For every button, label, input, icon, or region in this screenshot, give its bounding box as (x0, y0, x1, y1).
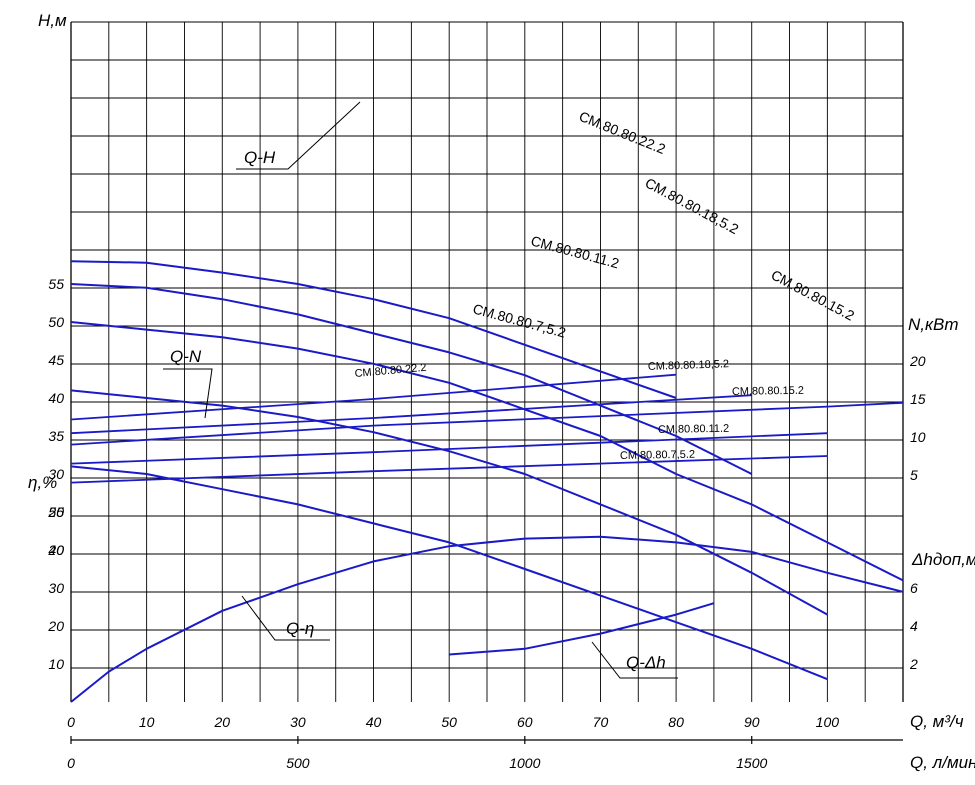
head-tick-label: 20 (47, 542, 64, 558)
qdh-label: Q-Δh (626, 653, 666, 672)
head-tick-label: 35 (48, 428, 64, 444)
efficiency-tick-label: 30 (48, 580, 64, 596)
head-tick-label: 25 (47, 504, 64, 520)
power-tick-label: 15 (910, 391, 926, 407)
npsh-tick-label: 6 (910, 580, 918, 596)
head-curve (70, 283, 753, 475)
x2-tick-label: 0 (67, 755, 75, 771)
head-tick-label: 55 (48, 276, 64, 292)
head-curve-label: СМ.80.80.22.2 (577, 108, 668, 157)
curves (70, 260, 904, 703)
head-curve-label: СМ.80.80.18,5.2 (643, 175, 742, 238)
head-tick-label: 30 (48, 466, 64, 482)
head-curve (70, 465, 828, 681)
x-tick-label: 20 (213, 714, 230, 730)
x-tick-label: 100 (816, 714, 840, 730)
head-curve-label: СМ.80.80.11.2 (529, 232, 621, 271)
x-tick-label: 80 (668, 714, 684, 730)
x2-axis-label: Q, л/мин (910, 753, 975, 772)
power-line-label: СМ.80.80.11.2 (658, 423, 729, 436)
head-curve (70, 389, 828, 616)
x-tick-label: 60 (517, 714, 533, 730)
efficiency-tick-label: 40 (48, 542, 64, 558)
npsh-tick-label: 2 (909, 656, 918, 672)
power-line (70, 401, 904, 446)
head-tick-label: 45 (48, 352, 64, 368)
efficiency-tick-label: 50 (48, 504, 64, 520)
head-tick-label: 40 (48, 390, 64, 406)
qeta-label-leader (241, 595, 330, 641)
power-line-label: СМ.80.80.15.2 (732, 385, 804, 398)
npsh-curve (449, 602, 715, 656)
qh-label: Q-H (244, 148, 276, 167)
efficiency-tick-label: 20 (47, 618, 64, 634)
x-axis-label: Q, м³/ч (910, 712, 964, 731)
power-line (70, 394, 752, 435)
head-curve (70, 321, 904, 582)
qn-label: Q-N (170, 347, 202, 366)
x2-tick-label: 1500 (736, 755, 767, 771)
head-curve (70, 260, 677, 399)
head-axis-label: H,м (38, 11, 67, 30)
x-tick-label: 0 (67, 714, 75, 730)
head-tick-label: 50 (48, 314, 64, 330)
x2-tick-label: 500 (286, 755, 310, 771)
efficiency-tick-label: 10 (48, 656, 64, 672)
efficiency-axis-label: η,% (28, 473, 57, 492)
efficiency-curve (70, 535, 904, 703)
head-curve-label: СМ.80.80.15.2 (769, 267, 858, 324)
power-axis-label: N,кВт (908, 315, 959, 334)
npsh-axis-label: Δhдоп,м (911, 550, 975, 569)
x-tick-label: 70 (593, 714, 609, 730)
x2-tick-label: 1000 (509, 755, 540, 771)
x-tick-label: 90 (744, 714, 760, 730)
npsh-tick-label: 4 (910, 618, 918, 634)
qh-label-leader (236, 101, 361, 170)
x-tick-label: 40 (366, 714, 382, 730)
power-tick-label: 10 (910, 429, 926, 445)
power-line (70, 432, 828, 465)
power-tick-label: 20 (909, 353, 926, 369)
qn-label-leader (163, 368, 213, 419)
head-curve-label: СМ.80.80.7,5.2 (471, 300, 568, 340)
x-tick-label: 30 (290, 714, 306, 730)
power-line-label: СМ.80.80.22.2 (354, 362, 427, 380)
power-tick-label: 5 (910, 467, 918, 483)
x-tick-label: 10 (139, 714, 155, 730)
qeta-label: Q-η (286, 619, 314, 638)
x-tick-label: 50 (441, 714, 457, 730)
labels: 0 10 20 30 40 50 60 70 80 90 100 Q, м³/ч 0 500 1000 150… (28, 11, 975, 772)
power-line (70, 455, 828, 484)
power-line (70, 373, 677, 421)
power-line-label: СМ.80.80.18,5.2 (648, 358, 730, 373)
grid (70, 21, 904, 744)
power-line-label: СМ.80.80.7,5.2 (620, 449, 695, 462)
qdh-label-leader (591, 641, 678, 679)
